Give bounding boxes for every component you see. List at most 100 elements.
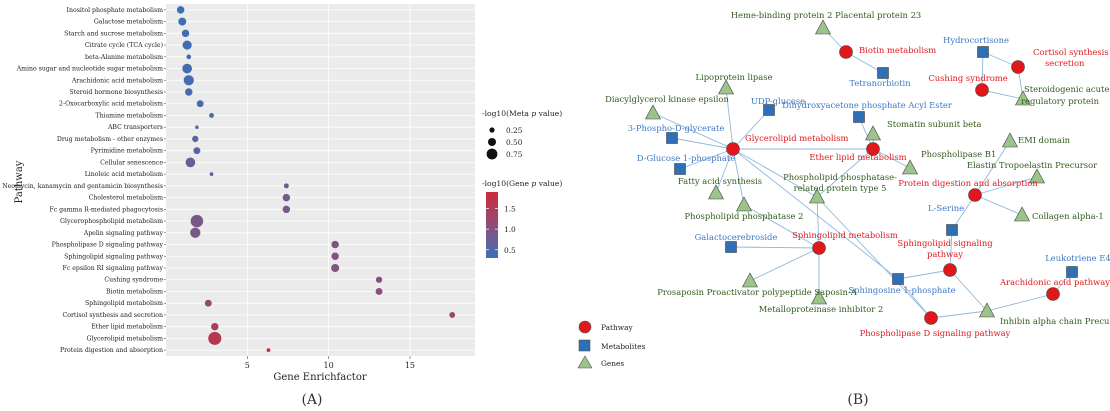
gene-node [1001, 132, 1019, 148]
legend-gene-label: Genes [601, 359, 624, 368]
y-tick-label: Fc epsilon RI signaling pathway [63, 265, 164, 272]
network-edge [986, 293, 1054, 312]
y-tick-label: Sphingolipid metabolism [85, 300, 163, 307]
gene-node [717, 79, 735, 95]
metabolite-node [763, 104, 775, 116]
data-point [266, 348, 271, 353]
network-edge [715, 148, 734, 194]
network-edge [671, 137, 734, 150]
pathway-label: Arachidonic acid pathway [999, 277, 1110, 287]
legend-pathway-label: Pathway [601, 323, 634, 332]
size-legend-marker [488, 138, 496, 146]
data-point [208, 331, 222, 345]
y-tick-label: Arachidonic acid metabolism [71, 77, 163, 84]
network-edge [732, 148, 818, 198]
network-edge [749, 247, 820, 282]
metabolite-label: 3-Phospho-D-glycerate [628, 123, 725, 133]
pathway-node [1046, 287, 1060, 301]
y-tick-label: Phospholipase D signaling pathway [52, 242, 164, 249]
y-tick-label: beta-Alanine metabolism [85, 54, 163, 61]
data-point [190, 214, 204, 228]
caption-a: (A) [301, 392, 322, 408]
colorbar [486, 192, 498, 258]
network-edge [897, 278, 932, 319]
metabolite-node [1066, 266, 1078, 278]
y-axis-title: Pathway [14, 160, 25, 203]
y-tick-label: Linoleic acid metabolism [85, 171, 163, 178]
size-legend-title: -log10(Meta p value) [482, 109, 562, 118]
data-point [181, 29, 190, 38]
gene-node [814, 19, 832, 35]
data-point [192, 135, 199, 143]
pathway-label: Ether lipid metabolism [809, 152, 906, 162]
y-tick-label: Sphingolipid signaling pathway [64, 253, 163, 260]
pathway-node [975, 83, 989, 97]
color-legend: -log10(Gene p value) 1.5 1.0 0.5 [482, 179, 562, 258]
caption-b: (B) [847, 392, 868, 408]
bubble-points [176, 6, 456, 353]
gene-node [978, 302, 996, 318]
x-tick-label: 10 [324, 361, 334, 370]
gene-label: Collagen alpha-1 [1032, 211, 1104, 221]
size-legend: -log10(Meta p value) 0.25 0.50 0.75 [482, 109, 562, 160]
colorbar-label: 1.0 [504, 225, 516, 234]
y-tick-label: ABC transporters [107, 124, 163, 131]
y-tick-label: Steroid hormone biosynthesis [69, 89, 163, 96]
y-tick-label: Starch and sucrose metabolism [64, 30, 163, 37]
gene-node [808, 188, 826, 204]
pathway-node [1011, 60, 1025, 74]
pathway-node [943, 263, 957, 277]
y-tick-label: Galactose metabolism [94, 19, 163, 26]
data-point [331, 264, 340, 272]
plot-background [166, 4, 475, 356]
gene-node [735, 196, 753, 212]
data-point [209, 113, 214, 118]
legend-pathway-marker [578, 320, 592, 334]
data-point [183, 75, 194, 86]
network-edge [652, 112, 734, 150]
network-edge [743, 204, 820, 249]
metabolite-node [977, 46, 989, 58]
metabolite-node [877, 67, 889, 79]
metabolite-node [853, 111, 865, 123]
x-tick-label: 15 [405, 361, 415, 370]
y-tick-label: Cholesterol metabolism [89, 195, 164, 202]
legend-metabolite-label: Metabolites [601, 342, 646, 351]
network-edge [872, 148, 911, 169]
network-edge [981, 89, 1024, 100]
data-point [176, 6, 185, 14]
pathway-network: Biotin metabolism Cortisol synthesis ands… [577, 10, 1110, 408]
gridlines [166, 4, 475, 356]
gene-node [810, 289, 828, 305]
network-edge [930, 310, 988, 319]
colorbar-label: 1.5 [504, 205, 516, 214]
pathway-label: Phospholipase D signaling pathway [860, 328, 1011, 338]
y-tick-label: Inositol phosphate metabolism [67, 7, 164, 14]
gene-node [901, 159, 919, 175]
data-point [195, 125, 199, 129]
network-edge [730, 246, 820, 249]
pathway-label: Cortisol synthesis and [1033, 47, 1110, 57]
network-edge [816, 196, 820, 249]
pathway-label: Sphingolipid metabolism [792, 230, 898, 240]
gene-label: Phospholipase B1 [921, 149, 996, 159]
x-tick-labels: 5 10 15 [245, 356, 415, 370]
gene-node [1014, 90, 1032, 106]
pathway-label: Protein digestion and absorption [898, 178, 1038, 188]
size-legend-title-italic: p [531, 109, 536, 118]
pathway-node [839, 45, 853, 59]
y-tick-label: Amino sugar and nucleotide sugar metabol… [16, 66, 163, 73]
pathway-label: pathway [927, 249, 963, 259]
network-edge [897, 269, 951, 280]
metabolite-label: Sphingosine 1-phosphate [848, 285, 955, 295]
pathway-node [968, 188, 982, 202]
gene-node [707, 184, 725, 200]
metabolite-node [666, 132, 678, 144]
size-legend-marker [486, 148, 498, 160]
data-point [196, 100, 204, 108]
gene-label: Phospholipid phosphatase- [783, 172, 897, 182]
y-tick-label: Drug metabolism - other enzymes [57, 136, 163, 143]
network-legend: Pathway Metabolites Genes [577, 320, 646, 369]
y-tick-label: Cushing syndrome [104, 277, 163, 284]
metabolite-node [946, 224, 958, 236]
